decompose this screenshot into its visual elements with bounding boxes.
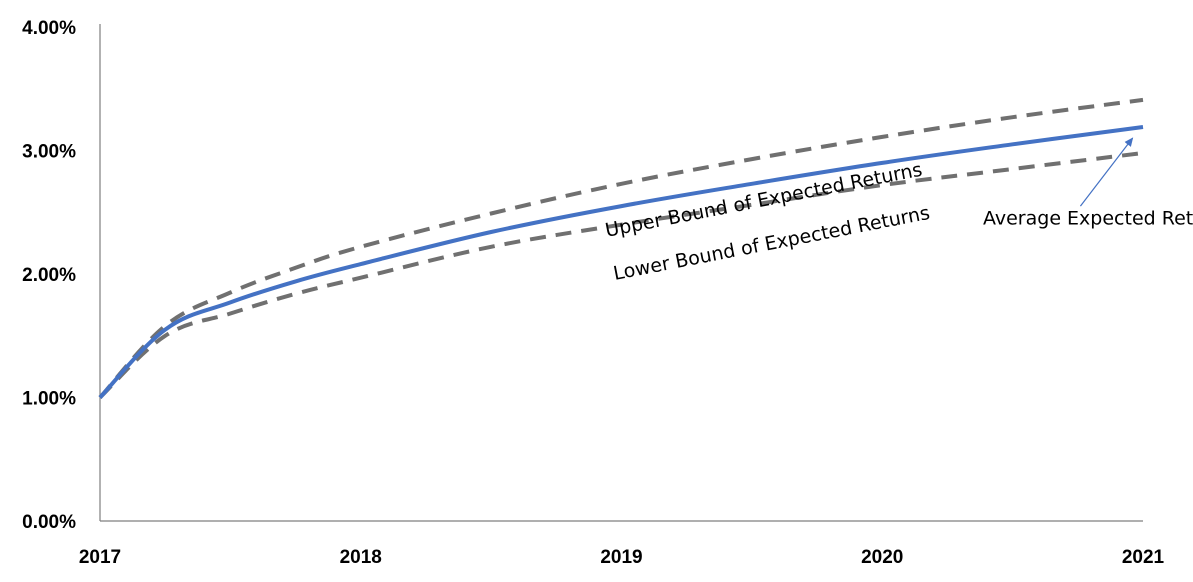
upper-bound-line [98,97,1144,399]
axes: 0.00% 1.00% 2.00% 3.00% 4.00% 2017 2018 2019 202… [22,18,1164,568]
annotation-arrow [1079,137,1134,207]
x-tick-label: 2020 [861,547,903,568]
series-layer [98,97,1144,399]
y-tick-label: 1.00% [22,389,76,410]
x-tick-label: 2018 [340,547,382,568]
y-tick-label: 0.00% [22,512,76,533]
x-tick-label: 2021 [1122,547,1165,568]
y-tick-label: 3.00% [22,142,76,163]
y-tick-label: 2.00% [22,265,76,286]
y-tick-label: 4.00% [22,18,76,39]
average-return-line [98,125,1144,399]
x-tick-label: 2019 [600,547,642,568]
x-tick-label: 2017 [79,547,121,568]
annotation-average: Average Expected Return [983,208,1193,230]
lower-bound-line [98,151,1144,399]
